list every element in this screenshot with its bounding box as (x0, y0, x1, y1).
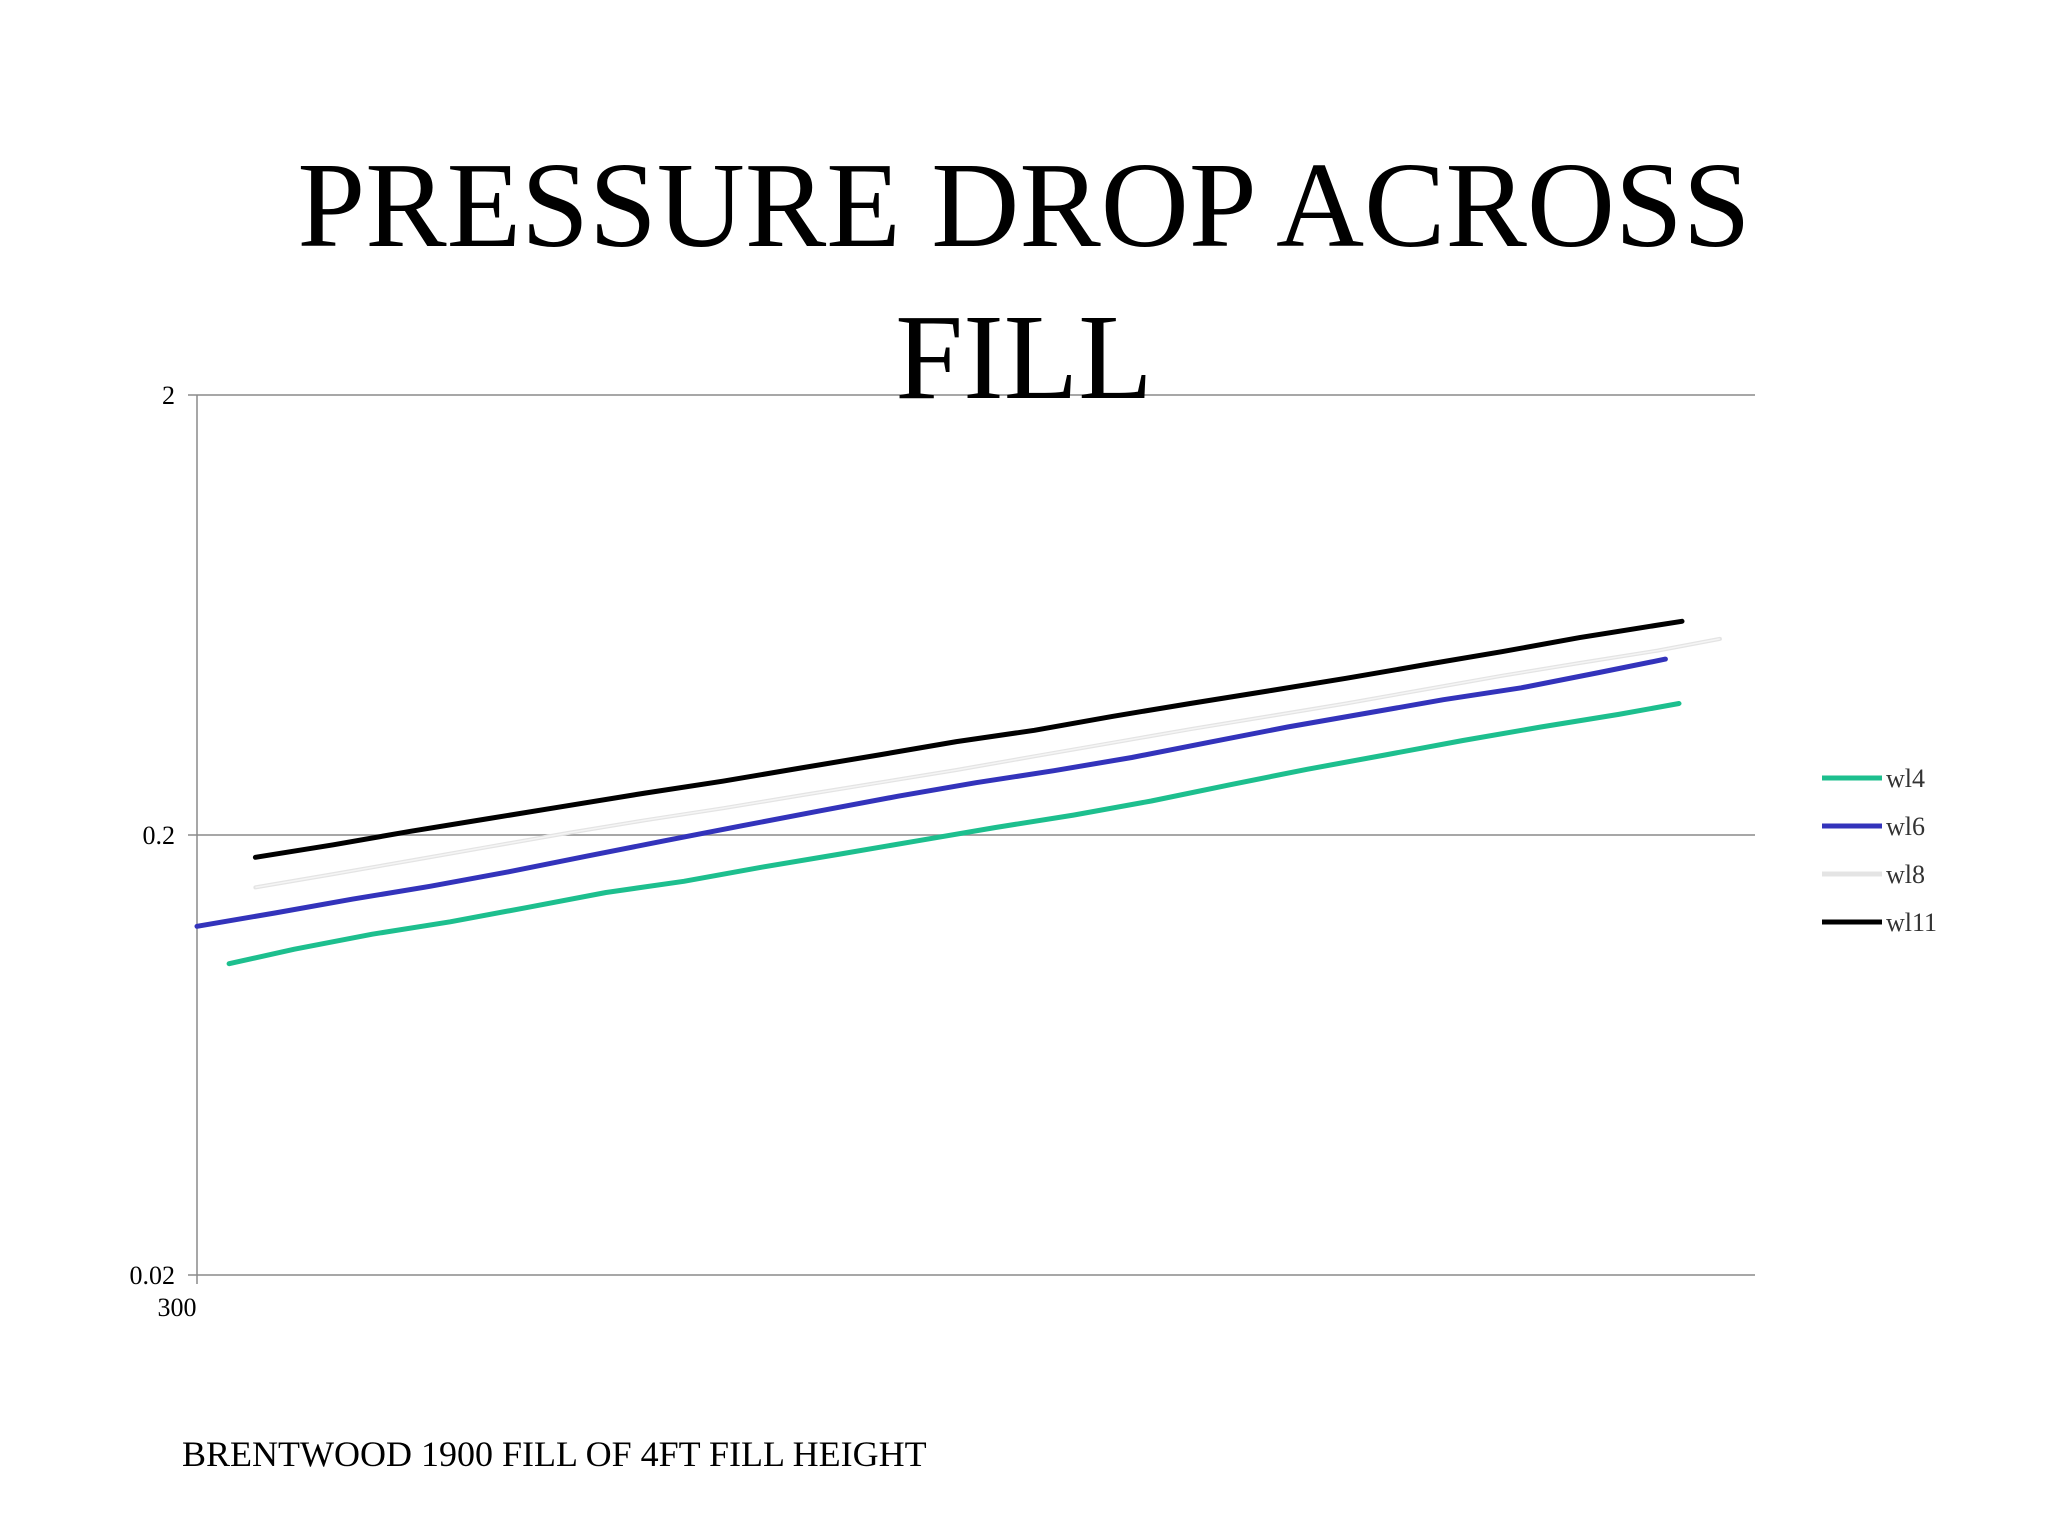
series-line-wl11 (252, 618, 1685, 860)
series-layer (194, 618, 1722, 967)
y-tick-label: 2 (162, 381, 175, 410)
axis-layer: 2 0.2 0.02 300 (130, 381, 198, 1322)
slide-caption: BRENTWOOD 1900 FILL OF 4FT FILL HEIGHT (182, 1434, 927, 1474)
y-tick-label: 0.02 (130, 1261, 176, 1290)
slide-title: PRESSURE DROP ACROSS FILL (0, 130, 2048, 434)
legend-label-wl11: wl11 (1886, 908, 1937, 937)
legend-label-wl4: wl4 (1886, 764, 1925, 793)
legend-label-wl8: wl8 (1886, 860, 1925, 889)
slide-title-line-1: PRESSURE DROP ACROSS (297, 138, 1751, 273)
grid-layer (197, 394, 1755, 1276)
legend-label-wl6: wl6 (1886, 812, 1925, 841)
y-tick-label: 0.2 (143, 821, 176, 850)
series-line-highlight-wl8 (255, 638, 1721, 889)
series-line-wl6 (194, 656, 1668, 929)
slide-title-line-2: FILL (895, 290, 1153, 425)
chart-legend: wl4 wl6 wl8 wl11 (1822, 764, 1937, 937)
series-line-wl4 (226, 701, 1682, 967)
x-tick-label: 300 (158, 1293, 197, 1322)
